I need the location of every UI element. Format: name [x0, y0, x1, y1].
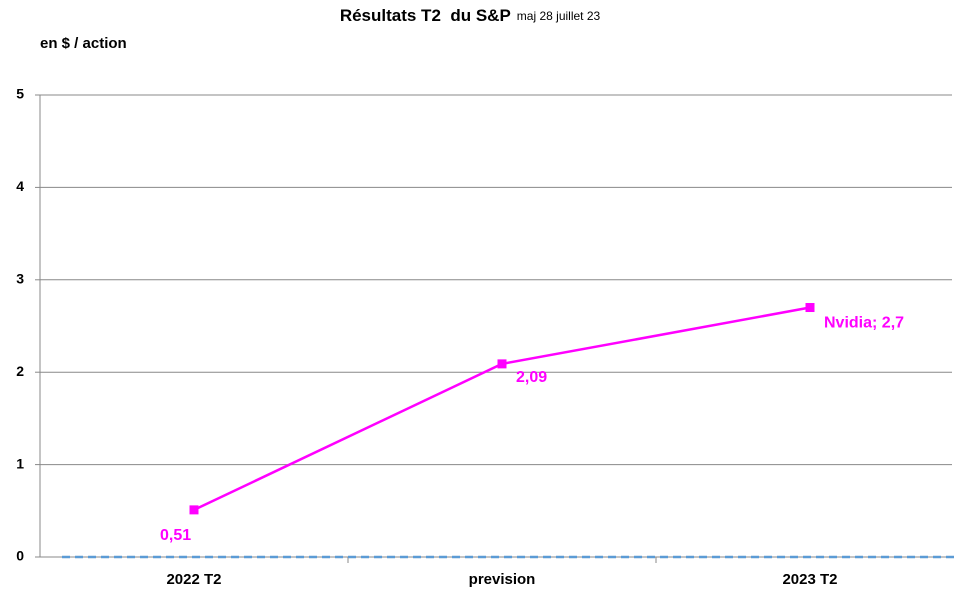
marker: [805, 303, 815, 313]
y-tick-label: 2: [16, 363, 24, 379]
x-tick-label: prevision: [469, 571, 536, 588]
y-tick-label: 4: [16, 178, 24, 194]
y-tick-label: 5: [16, 86, 24, 102]
chart-title: Résultats T2 du S&P: [340, 6, 511, 25]
marker: [497, 359, 507, 369]
data-label: Nvidia; 2,7: [824, 315, 904, 332]
series-line: [193, 306, 811, 512]
y-tick-label: 3: [16, 271, 24, 287]
data-label: 2,09: [516, 369, 547, 386]
x-tick-label: 2023 T2: [782, 571, 837, 588]
chart-subtitle: maj 28 juillet 23: [517, 9, 601, 23]
marker: [189, 505, 199, 515]
y-tick-label: 1: [16, 455, 24, 471]
y-axis-label: en $ / action: [40, 35, 127, 52]
title-group: Résultats T2 du S&P maj 28 juillet 23: [340, 6, 601, 25]
data-label: 0,51: [160, 527, 191, 544]
y-tick-label: 0: [16, 548, 24, 564]
x-tick-label: 2022 T2: [166, 571, 221, 588]
